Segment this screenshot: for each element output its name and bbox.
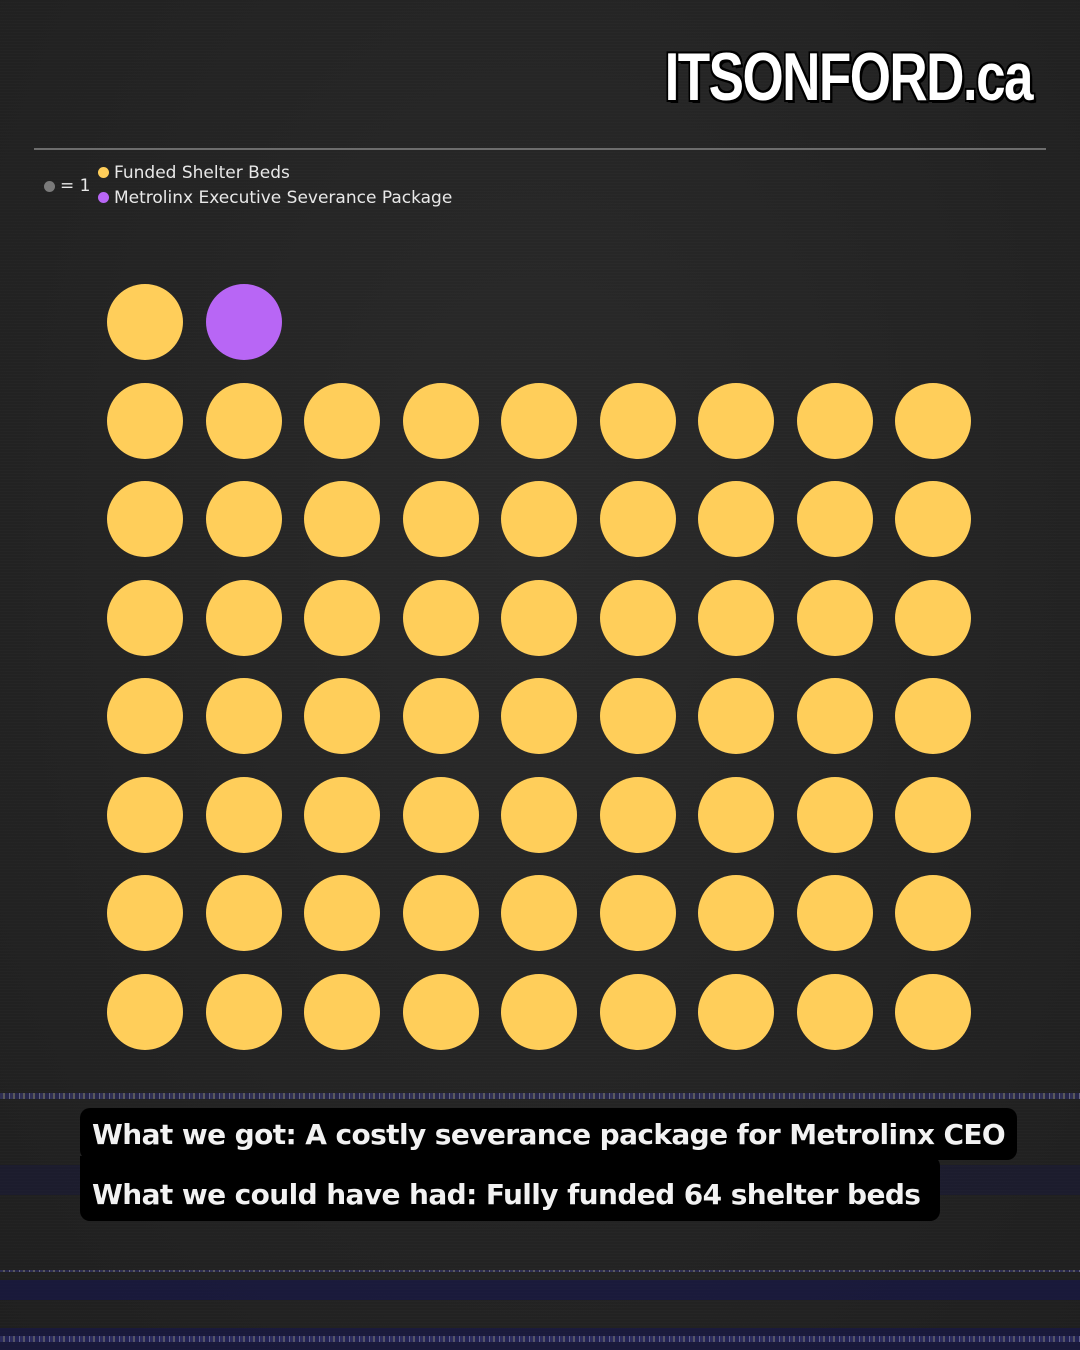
shelter-bed-dot: [895, 382, 971, 459]
grid-row: [107, 678, 971, 754]
shelter-bed-dot: [501, 973, 577, 1050]
shelter-bed-dot: [895, 481, 971, 557]
shelter-bed-dot: [895, 776, 971, 853]
legend-label: Funded Shelter Beds: [114, 162, 290, 183]
shelter-bed-dot: [205, 678, 282, 754]
shelter-bed-dot: [205, 382, 282, 459]
shelter-bed-dot: [698, 973, 774, 1050]
shelter-bed-dot: [698, 481, 774, 557]
legend-unit: = 1: [44, 176, 90, 196]
shelter-bed-dot: [796, 382, 873, 459]
shelter-bed-dot: [599, 481, 676, 557]
glitch-band: [0, 1336, 1080, 1342]
shelter-bed-dot: [107, 481, 183, 557]
shelter-bed-dot: [107, 973, 183, 1050]
shelter-bed-dot: [402, 678, 479, 754]
glitch-band: [0, 1270, 1080, 1272]
grid-row: [107, 284, 971, 360]
shelter-bed-dot: [501, 776, 577, 853]
shelter-bed-dot: [698, 382, 774, 459]
shelter-bed-dot: [304, 579, 380, 656]
shelter-bed-dot: [796, 579, 873, 656]
shelter-bed-dot: [107, 875, 183, 951]
shelter-bed-dot: [599, 579, 676, 656]
shelter-bed-dot: [599, 875, 676, 951]
legend-label: Metrolinx Executive Severance Package: [114, 187, 453, 208]
purple-dot-icon: [98, 192, 109, 203]
shelter-bed-dot: [402, 579, 479, 656]
shelter-bed-dot: [107, 382, 183, 459]
shelter-bed-dot: [796, 481, 873, 557]
shelter-bed-dot: [107, 776, 183, 853]
caption-what-we-got: What we got: A costly severance package …: [80, 1108, 1018, 1160]
shelter-bed-dot: [599, 382, 676, 459]
shelter-bed-dot: [205, 776, 282, 853]
shelter-bed-dot: [402, 382, 479, 459]
unit-dot-icon: [44, 180, 55, 192]
legend-item-severance: Metrolinx Executive Severance Package: [98, 185, 452, 210]
shelter-bed-dot: [304, 973, 380, 1050]
shelter-bed-dot: [796, 678, 873, 754]
shelter-bed-dot: [402, 776, 479, 853]
shelter-bed-dot: [205, 481, 282, 557]
shelter-bed-dot: [599, 776, 676, 853]
shelter-bed-dot: [698, 776, 774, 853]
shelter-bed-dot: [796, 776, 873, 853]
shelter-bed-dot: [501, 678, 577, 754]
shelter-bed-dot: [599, 678, 676, 754]
grid-row: [107, 382, 971, 459]
shelter-bed-dot: [304, 382, 380, 459]
shelter-bed-dot: [402, 481, 479, 557]
shelter-bed-dot: [599, 973, 676, 1050]
shelter-bed-dot: [501, 382, 577, 459]
shelter-bed-dot: [895, 579, 971, 656]
shelter-bed-dot: [304, 481, 380, 557]
shelter-bed-dot: [205, 973, 282, 1050]
shelter-bed-dot: [501, 481, 577, 557]
header-divider: [34, 148, 1046, 150]
legend-unit-label: = 1: [60, 176, 91, 196]
grid-row: [107, 875, 971, 951]
shelter-bed-dot: [895, 875, 971, 951]
shelter-bed-dot: [796, 875, 873, 951]
legend-item-shelter-beds: Funded Shelter Beds: [98, 160, 452, 185]
grid-row: [107, 776, 971, 853]
caption-what-we-could-have-had: What we could have had: Fully funded 64 …: [80, 1156, 941, 1221]
shelter-bed-dot: [107, 284, 183, 360]
grid-row: [107, 579, 971, 656]
shelter-bed-dot: [304, 678, 380, 754]
glitch-band: [0, 1093, 1080, 1099]
shelter-bed-dot: [205, 579, 282, 656]
yellow-dot-icon: [98, 167, 109, 178]
caption-block: What we got: A costly severance package …: [80, 1108, 1018, 1221]
shelter-bed-dot: [501, 579, 577, 656]
shelter-bed-dot: [402, 973, 479, 1050]
shelter-bed-dot: [698, 579, 774, 656]
shelter-bed-dot: [698, 678, 774, 754]
shelter-bed-dot: [895, 973, 971, 1050]
shelter-bed-dot: [796, 973, 873, 1050]
pictogram-grid: [107, 284, 971, 1072]
shelter-bed-dot: [205, 875, 282, 951]
shelter-bed-dot: [107, 579, 183, 656]
glitch-band: [0, 1280, 1080, 1300]
shelter-bed-dot: [304, 875, 380, 951]
severance-dot: [205, 284, 282, 360]
grid-row: [107, 481, 971, 557]
shelter-bed-dot: [698, 875, 774, 951]
shelter-bed-dot: [501, 875, 577, 951]
shelter-bed-dot: [107, 678, 183, 754]
shelter-bed-dot: [402, 875, 479, 951]
brand-logo: ITSONFORD.ca: [664, 39, 1034, 115]
shelter-bed-dot: [895, 678, 971, 754]
shelter-bed-dot: [304, 776, 380, 853]
grid-row: [107, 973, 971, 1050]
